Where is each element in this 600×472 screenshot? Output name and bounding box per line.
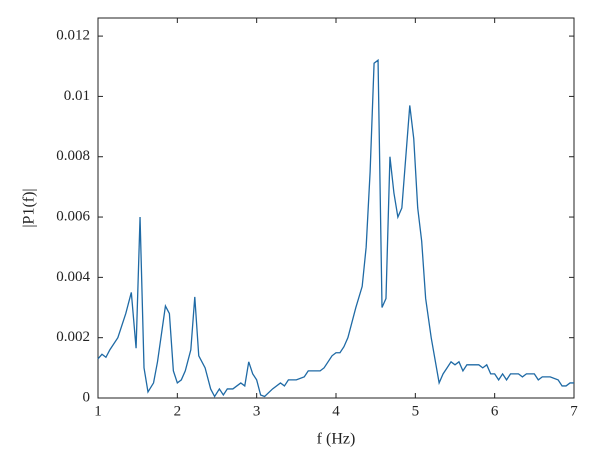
y-tick-label: 0 <box>83 389 91 405</box>
y-tick-label: 0.004 <box>56 269 90 285</box>
x-tick-label: 4 <box>332 403 340 419</box>
y-tick-label: 0.008 <box>56 148 90 164</box>
x-tick-label: 2 <box>174 403 182 419</box>
y-axis-label: |P1(f)| <box>21 188 38 227</box>
x-tick-label: 7 <box>570 403 578 419</box>
data-line <box>97 58 574 398</box>
x-tick-label: 6 <box>491 403 499 419</box>
y-tick-label: 0.006 <box>56 208 90 224</box>
y-tick-label: 0.002 <box>56 329 90 345</box>
y-tick-label: 0.01 <box>64 88 90 104</box>
x-axis-label: f (Hz) <box>317 431 356 448</box>
x-tick-label: 5 <box>412 403 420 419</box>
x-tick-label: 1 <box>94 403 102 419</box>
x-tick-label: 3 <box>253 403 261 419</box>
y-tick-label: 0.012 <box>56 28 90 44</box>
plot-frame <box>97 17 575 399</box>
